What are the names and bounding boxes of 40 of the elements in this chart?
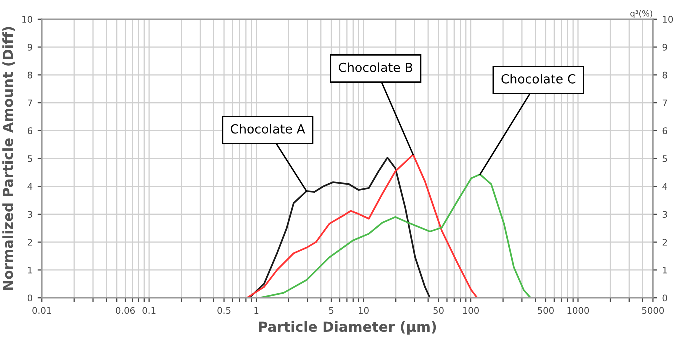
y2-tick-label: 6 — [662, 128, 668, 134]
x-tick-label: 100 — [463, 307, 480, 314]
annotation: Chocolate B — [339, 62, 413, 72]
x-tick-label: 5 — [329, 307, 334, 314]
y-tick-label: 4 — [28, 183, 33, 190]
y2-tick-label: 5 — [662, 156, 668, 162]
y2-tick-label: 2 — [662, 239, 668, 246]
y-axis-title: Normalized Particle Amount (Diff) — [2, 27, 15, 290]
x-tick-label: 0.1 — [142, 307, 156, 314]
y-tick-label: 5 — [28, 156, 32, 162]
y2-tick-label: 8 — [662, 72, 668, 79]
y-tick-label: 0 — [28, 294, 32, 302]
x-tick-label: 0.01 — [32, 307, 52, 314]
x-tick-label: 0.5 — [218, 307, 231, 314]
y2-tick-label: 3 — [662, 211, 668, 218]
x-tick-label: 0.06 — [116, 307, 136, 314]
y2-tick-label: 1 — [663, 267, 668, 274]
x-tick-label: 50 — [434, 307, 444, 314]
annotation: Chocolate A — [231, 124, 306, 134]
x-tick-label: 5000 — [642, 307, 664, 314]
y-tick-label: 3 — [28, 211, 32, 218]
x-tick-label: 1 — [254, 307, 259, 314]
x-tick-label: 1000 — [568, 307, 590, 314]
y-tick-label: 2 — [28, 239, 32, 246]
y-tick-label: 8 — [28, 72, 32, 79]
x-axis-title: Particle Diameter (µm) — [259, 321, 436, 335]
y2-axis-title: q³(%) — [630, 10, 652, 18]
y2-tick-label: 4 — [662, 183, 668, 190]
y2-tick-label: 0 — [662, 294, 668, 302]
y-tick-label: 10 — [22, 16, 32, 23]
y-tick-label: 7 — [28, 100, 32, 106]
y2-tick-label: 7 — [662, 100, 668, 106]
annotation: Chocolate C — [502, 74, 576, 84]
x-tick-label: 500 — [538, 307, 554, 314]
y-tick-label: 6 — [28, 128, 32, 134]
y-tick-label: 1 — [28, 267, 32, 274]
y-tick-label: 9 — [28, 44, 32, 51]
x-tick-label: 10 — [359, 307, 369, 314]
y2-tick-label: 10 — [663, 16, 674, 23]
y2-tick-label: 9 — [662, 44, 668, 51]
